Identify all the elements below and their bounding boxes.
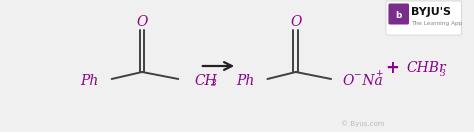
Text: © Byus.com: © Byus.com (341, 121, 384, 127)
Text: CH: CH (194, 74, 217, 88)
Text: BYJU'S: BYJU'S (411, 7, 451, 17)
Text: −: − (353, 70, 360, 79)
Text: O: O (343, 74, 354, 88)
Text: O: O (290, 15, 301, 29)
Text: Na: Na (357, 74, 383, 88)
Text: b: b (395, 11, 402, 20)
Text: The Learning App: The Learning App (411, 20, 463, 25)
Text: +: + (385, 59, 399, 77)
Text: 3: 3 (210, 79, 216, 88)
Text: Ph: Ph (81, 74, 99, 88)
Text: +: + (375, 70, 383, 79)
FancyBboxPatch shape (388, 4, 409, 25)
Text: CHBr: CHBr (407, 61, 446, 75)
Text: Ph: Ph (237, 74, 255, 88)
Text: 3: 3 (440, 69, 446, 77)
FancyBboxPatch shape (386, 1, 461, 35)
Text: O: O (137, 15, 148, 29)
